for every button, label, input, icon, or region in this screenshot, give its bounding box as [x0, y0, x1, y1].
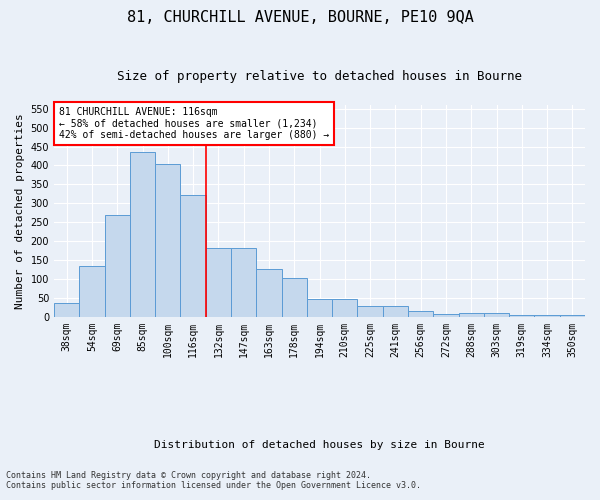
Bar — [458, 313, 484, 316]
X-axis label: Distribution of detached houses by size in Bourne: Distribution of detached houses by size … — [154, 440, 485, 450]
Bar — [231, 248, 256, 316]
Bar — [433, 314, 458, 316]
Text: Contains HM Land Registry data © Crown copyright and database right 2024.
Contai: Contains HM Land Registry data © Crown c… — [6, 470, 421, 490]
Bar — [79, 266, 104, 316]
Bar — [181, 195, 206, 316]
Bar — [509, 315, 535, 316]
Bar — [54, 304, 79, 316]
Bar — [104, 214, 130, 316]
Bar — [358, 306, 383, 316]
Bar — [560, 314, 585, 316]
Bar — [206, 248, 231, 316]
Title: Size of property relative to detached houses in Bourne: Size of property relative to detached ho… — [117, 70, 522, 83]
Bar — [484, 313, 509, 316]
Text: 81, CHURCHILL AVENUE, BOURNE, PE10 9QA: 81, CHURCHILL AVENUE, BOURNE, PE10 9QA — [127, 10, 473, 25]
Bar — [408, 312, 433, 316]
Text: 81 CHURCHILL AVENUE: 116sqm
← 58% of detached houses are smaller (1,234)
42% of : 81 CHURCHILL AVENUE: 116sqm ← 58% of det… — [59, 107, 329, 140]
Bar — [332, 299, 358, 316]
Bar — [155, 164, 181, 316]
Bar — [535, 315, 560, 316]
Bar — [130, 152, 155, 316]
Bar — [383, 306, 408, 316]
Bar — [256, 270, 281, 316]
Y-axis label: Number of detached properties: Number of detached properties — [15, 113, 25, 308]
Bar — [281, 278, 307, 316]
Bar — [307, 299, 332, 316]
